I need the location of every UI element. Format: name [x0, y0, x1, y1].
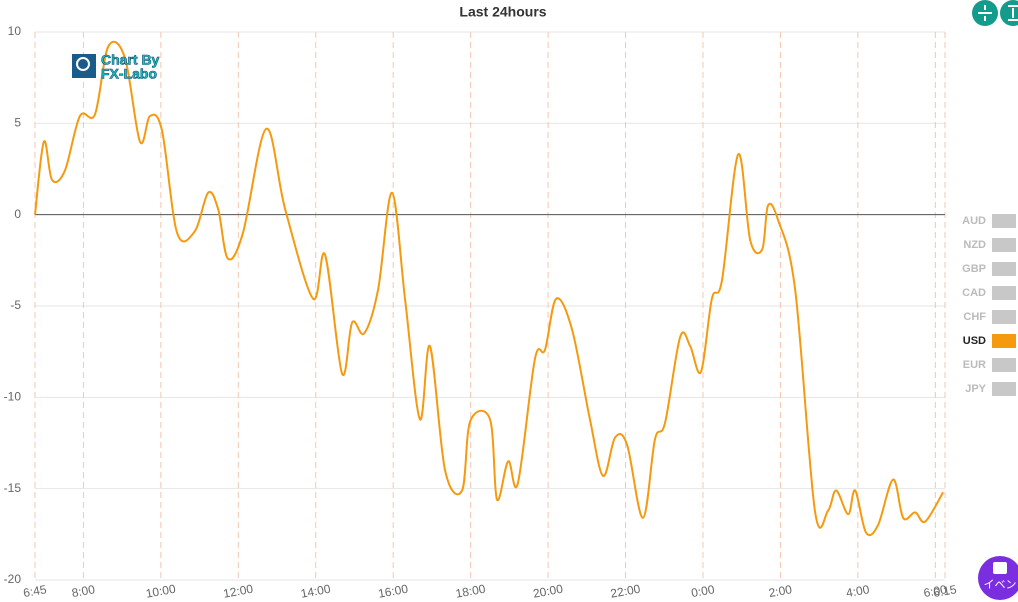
- legend-label: GBP: [962, 263, 986, 275]
- x-tick-label: 0:00: [690, 582, 716, 600]
- x-tick-label: 6:00: [922, 582, 948, 600]
- plot: -20 -15 -10 -5 0 5 10 6:45 8:00 10:00 12:00 14:00 16…: [4, 24, 958, 601]
- calendar-icon: [993, 562, 1007, 574]
- y-tick-label: 10: [8, 24, 22, 38]
- legend-swatch: [992, 358, 1016, 372]
- legend-label: CAD: [962, 287, 986, 299]
- watermark-line: Chart By: [101, 52, 160, 68]
- x-tick-label: 8:00: [71, 582, 97, 600]
- legend-label: NZD: [963, 239, 986, 251]
- event-button[interactable]: イベン: [978, 556, 1018, 600]
- y-tick-label: -10: [4, 390, 22, 404]
- x-tick-label: 16:00: [377, 582, 409, 601]
- x-tick-label: 20:00: [532, 582, 564, 601]
- event-button-bg[interactable]: [978, 556, 1018, 600]
- event-button-label: イベン: [984, 579, 1017, 591]
- legend-swatch: [992, 382, 1016, 396]
- x-tick-label: 6:15: [932, 582, 958, 600]
- legend-label: JPY: [965, 383, 986, 395]
- x-tick-label: 22:00: [609, 582, 641, 601]
- series-line: [34, 40, 944, 537]
- x-tick-label: 4:00: [845, 582, 871, 600]
- collapse-icon: [978, 5, 992, 21]
- legend-label: EUR: [963, 359, 986, 371]
- x-tick-label: 2:00: [768, 582, 794, 600]
- watermark-line: FX-Labo: [101, 66, 157, 82]
- legend-swatch: [992, 214, 1016, 228]
- legend: AUD NZD GBP CAD CHF USD EUR JPY: [962, 214, 1016, 396]
- watermark-icon-lens: [76, 57, 90, 71]
- legend-swatch: [992, 310, 1016, 324]
- legend-label: AUD: [962, 215, 986, 227]
- legend-swatch: [992, 262, 1016, 276]
- y-tick-label: -15: [4, 481, 22, 495]
- legend-swatch: [992, 286, 1016, 300]
- y-tick-label: 0: [14, 207, 21, 221]
- watermark: Chart By FX-Labo: [72, 51, 160, 82]
- legend-swatch: [992, 334, 1016, 348]
- x-tick-label: 12:00: [222, 582, 254, 601]
- y-tick-label: 5: [14, 116, 21, 130]
- legend-swatch: [992, 238, 1016, 252]
- x-tick-label: 10:00: [145, 582, 177, 601]
- legend-label: USD: [963, 335, 986, 347]
- expand-icon: [1008, 5, 1018, 21]
- toolbar[interactable]: [972, 0, 1018, 26]
- chart-title: Last 24hours: [459, 4, 546, 20]
- y-tick-label: -20: [4, 572, 22, 586]
- expand-button[interactable]: [1000, 0, 1018, 26]
- x-tick-label: 6:45: [22, 582, 48, 600]
- legend-label: CHF: [963, 311, 986, 323]
- x-tick-label: 18:00: [454, 582, 486, 601]
- x-tick-label: 14:00: [300, 582, 332, 601]
- y-tick-label: -5: [10, 298, 21, 312]
